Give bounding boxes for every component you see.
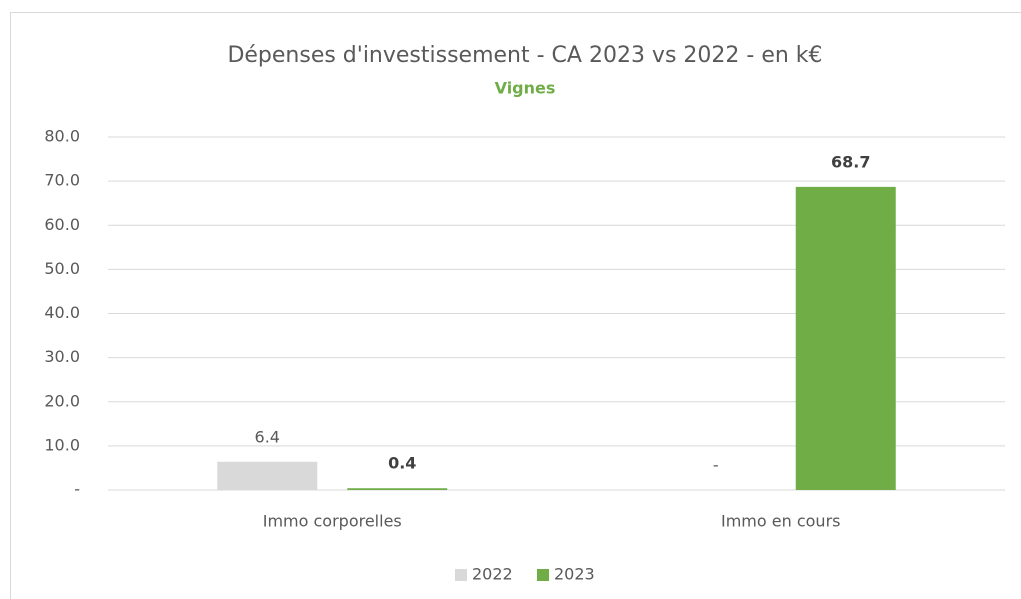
legend-label: 2022 [472,565,513,584]
x-tick-label: Immo corporelles [263,512,402,531]
legend-label: 2023 [554,565,595,584]
y-tick-label: 80.0 [44,127,80,146]
legend-swatch [537,569,549,581]
bar [347,488,448,490]
chart-subtitle: Vignes [495,79,556,98]
bar [795,186,896,490]
y-tick-label: 20.0 [44,391,80,410]
chart-title: Dépenses d'investissement - CA 2023 vs 2… [227,43,822,68]
y-tick-label: 10.0 [44,435,80,454]
data-label: 6.4 [255,427,280,446]
legend-swatch [455,569,467,581]
data-label: 68.7 [831,152,870,171]
y-tick-label: 30.0 [44,347,80,366]
y-tick-label: - [74,480,80,499]
data-label: - [713,456,719,475]
y-tick-label: 70.0 [44,171,80,190]
x-tick-label: Immo en cours [721,512,840,531]
y-tick-label: 40.0 [44,303,80,322]
y-tick-label: 60.0 [44,215,80,234]
y-tick-label: 50.0 [44,259,80,278]
bar [217,461,318,490]
data-label: 0.4 [388,454,416,473]
